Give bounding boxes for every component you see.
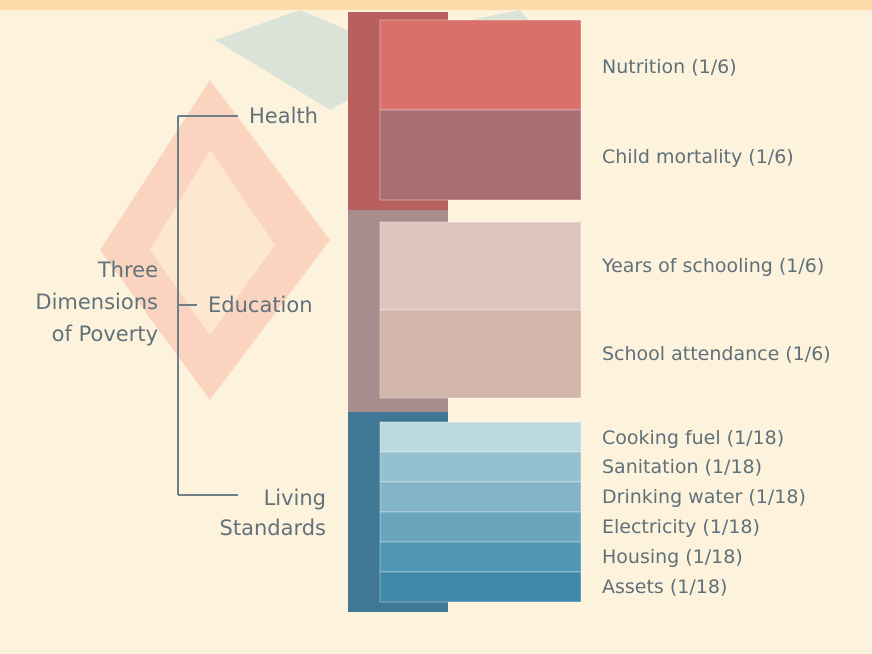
indicator-box-sanitation — [379, 451, 582, 483]
root-label-line-2: Dimensions — [35, 290, 158, 314]
indicator-box-school-attendance — [379, 309, 582, 399]
indicator-box-drinking-water — [379, 481, 582, 513]
indicator-box-years-of-schooling — [379, 221, 582, 311]
root-label: Three Dimensions of Poverty — [35, 258, 158, 346]
dimension-label-health: Health — [249, 104, 318, 128]
indicator-label-years-of-schooling: Years of schooling (1/6) — [602, 255, 825, 277]
dimension-label-living-line-1: Living — [263, 486, 326, 510]
indicator-box-electricity — [379, 511, 582, 543]
indicator-label-school-attendance: School attendance (1/6) — [602, 343, 831, 365]
indicator-box-nutrition — [379, 19, 582, 111]
indicator-label-nutrition: Nutrition (1/6) — [602, 56, 737, 78]
indicator-label-cooking-fuel: Cooking fuel (1/18) — [602, 427, 785, 449]
dimension-label-education: Education — [208, 293, 313, 317]
top-band — [0, 0, 872, 10]
indicator-box-child-mortality — [379, 109, 582, 201]
root-label-line-3: of Poverty — [51, 322, 158, 346]
indicator-label-sanitation: Sanitation (1/18) — [602, 456, 763, 478]
indicator-box-assets — [379, 571, 582, 603]
indicator-label-electricity: Electricity (1/18) — [602, 516, 760, 538]
indicator-label-housing: Housing (1/18) — [602, 546, 743, 568]
indicator-box-housing — [379, 541, 582, 573]
indicator-box-cooking-fuel — [379, 421, 582, 453]
dimension-label-health-text: Health — [249, 104, 318, 128]
root-label-line-1: Three — [97, 258, 158, 282]
indicator-boxes — [379, 19, 582, 603]
indicator-label-assets: Assets (1/18) — [602, 576, 728, 598]
dimension-label-living-line-2: Standards — [219, 516, 326, 540]
indicator-label-drinking-water: Drinking water (1/18) — [602, 486, 806, 508]
dimension-label-education-text: Education — [208, 293, 313, 317]
dimension-label-living-standards: Living Standards — [220, 486, 326, 540]
bracket-lines — [177, 115, 238, 496]
indicator-label-child-mortality: Child mortality (1/6) — [602, 146, 794, 168]
